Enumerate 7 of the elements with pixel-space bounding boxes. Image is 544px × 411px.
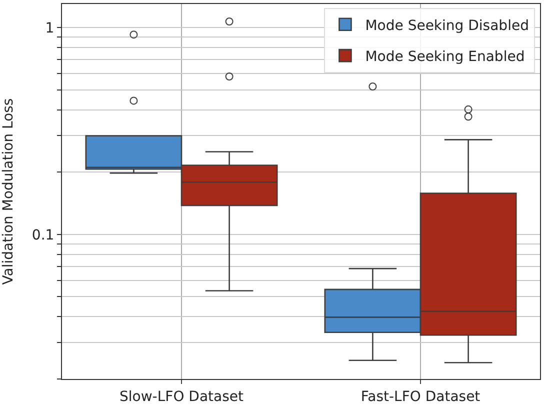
y-axis-title: Validation Modulation Loss: [0, 98, 17, 285]
x-tick-label: Fast-LFO Dataset: [360, 388, 481, 405]
legend-label: Mode Seeking Enabled: [365, 49, 525, 66]
x-tick-label: Slow-LFO Dataset: [120, 388, 244, 405]
y-tick-label: 0.1: [32, 227, 54, 244]
legend-label: Mode Seeking Disabled: [365, 18, 529, 34]
y-tick-label: 1: [45, 20, 54, 36]
